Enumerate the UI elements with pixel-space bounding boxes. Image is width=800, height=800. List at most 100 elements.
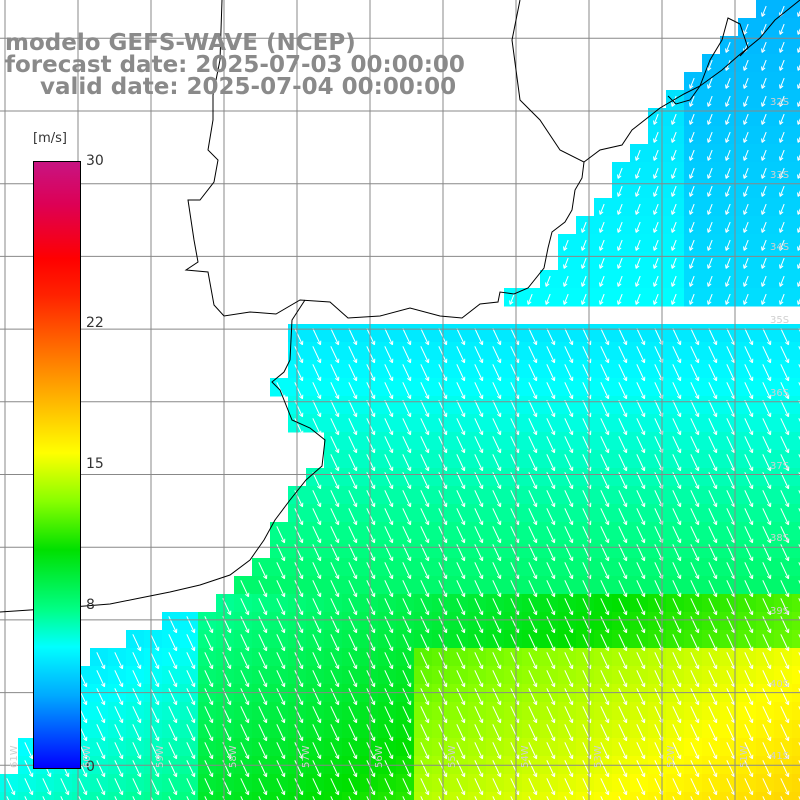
field-cell: [792, 504, 800, 523]
wind-arrow: [600, 760, 610, 778]
wind-arrow: [780, 382, 790, 400]
wind-arrow: [546, 742, 556, 760]
wind-arrow: [743, 221, 749, 233]
wind-arrow: [492, 490, 502, 508]
field-cell: [792, 396, 800, 415]
wind-arrow: [330, 616, 340, 634]
wind-arrow: [330, 634, 340, 652]
wind-arrow: [600, 382, 610, 400]
wind-arrow: [24, 742, 34, 760]
wind-arrow: [779, 59, 785, 71]
wind-arrow: [294, 724, 304, 742]
wind-arrow: [168, 796, 172, 800]
wind-arrow: [492, 364, 502, 382]
wind-arrow: [780, 724, 790, 742]
latitude-label: 37S: [770, 460, 790, 472]
wind-arrow: [528, 616, 538, 634]
wind-arrow: [672, 508, 682, 526]
wind-arrow: [744, 598, 754, 616]
wind-arrow: [312, 346, 322, 364]
wind-arrow: [330, 562, 340, 580]
wind-arrow: [618, 688, 628, 706]
wind-arrow: [186, 796, 190, 800]
wind-arrow: [420, 652, 430, 670]
wind-arrow: [456, 616, 466, 634]
wind-arrow: [744, 652, 754, 670]
wind-arrow: [312, 742, 322, 760]
wind-arrow: [348, 634, 358, 652]
wind-arrow: [528, 436, 538, 454]
wind-arrow: [672, 400, 682, 418]
field-cell: [486, 792, 505, 800]
wind-arrow: [204, 778, 214, 796]
field-cell: [342, 792, 361, 800]
wind-arrow: [420, 400, 430, 418]
wind-arrow: [600, 778, 610, 796]
wind-arrow: [779, 77, 785, 89]
wind-arrow: [671, 185, 677, 197]
field-cell: [792, 270, 800, 289]
wind-arrow: [294, 634, 304, 652]
wind-arrow: [384, 328, 394, 346]
wind-arrow: [546, 652, 556, 670]
wind-arrow: [276, 562, 286, 580]
field-cell: [792, 252, 800, 271]
wind-arrow: [528, 472, 538, 490]
wind-arrow: [474, 688, 484, 706]
wind-arrow: [672, 688, 682, 706]
wind-arrow: [348, 346, 358, 364]
wind-arrow: [132, 742, 142, 760]
wind-arrow: [564, 490, 574, 508]
wind-arrow: [726, 796, 730, 800]
wind-arrow: [402, 598, 412, 616]
wind-arrow: [635, 167, 641, 179]
wind-arrow: [366, 706, 376, 724]
wind-arrow: [672, 526, 682, 544]
wind-arrow: [240, 670, 250, 688]
wind-arrow: [456, 472, 466, 490]
field-cell: [792, 792, 800, 800]
wind-arrow: [690, 598, 700, 616]
wind-arrow: [689, 293, 695, 305]
wind-arrow: [420, 346, 430, 364]
wind-arrow: [653, 293, 659, 305]
wind-arrow: [492, 382, 502, 400]
wind-arrow: [599, 221, 605, 233]
wind-arrow: [204, 796, 208, 800]
wind-arrow: [564, 742, 574, 760]
wind-arrow: [186, 616, 196, 634]
wind-arrow: [671, 131, 677, 143]
wind-arrow: [725, 131, 731, 143]
field-cell: [792, 90, 800, 109]
wind-arrow: [366, 346, 376, 364]
wind-arrow: [420, 454, 430, 472]
field-cell: [126, 792, 145, 800]
wind-arrow: [384, 796, 388, 800]
colorbar-tick-label: 22: [86, 314, 104, 331]
wind-arrow: [600, 436, 610, 454]
longitude-label: 53W: [593, 745, 604, 768]
field-cell: [774, 792, 793, 800]
wind-arrow: [114, 742, 124, 760]
wind-arrow: [618, 418, 628, 436]
wind-arrow: [420, 328, 430, 346]
wind-arrow: [294, 598, 304, 616]
field-cell: [792, 774, 800, 793]
wind-arrow: [672, 454, 682, 472]
wind-arrow: [348, 598, 358, 616]
longitude-label: 51W: [739, 745, 750, 768]
wind-arrow: [600, 724, 610, 742]
wind-arrow: [653, 221, 659, 233]
wind-arrow: [725, 185, 731, 197]
wind-arrow: [780, 796, 784, 800]
wind-arrow: [294, 400, 304, 418]
wind-arrow: [24, 760, 34, 778]
wind-arrow: [330, 796, 334, 800]
wind-arrow: [707, 95, 713, 107]
wind-arrow: [276, 724, 286, 742]
wind-arrow: [618, 706, 628, 724]
wind-arrow: [744, 724, 754, 742]
wind-arrow: [780, 436, 790, 454]
wind-arrow: [618, 778, 628, 796]
field-cell: [792, 54, 800, 73]
